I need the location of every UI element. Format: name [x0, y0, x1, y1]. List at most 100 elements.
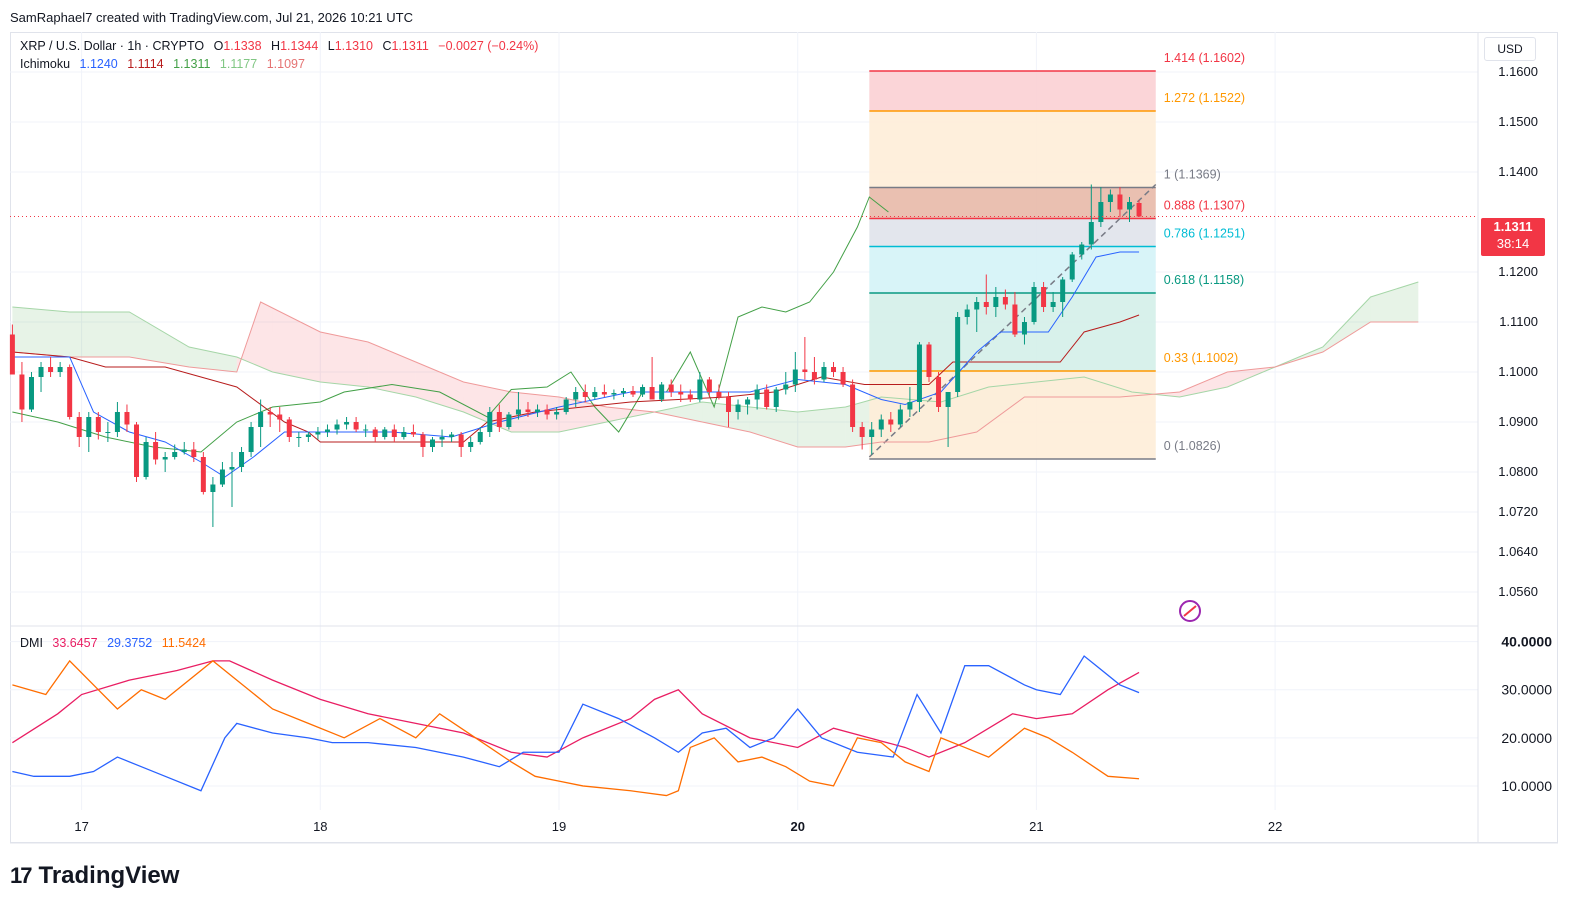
open-value: 1.1338 — [223, 39, 262, 53]
fib-trend-line — [868, 183, 1157, 458]
candle-body — [229, 467, 235, 470]
candle-body — [401, 432, 407, 437]
candle-body — [802, 369, 808, 372]
candle-body — [783, 384, 789, 390]
candle-body — [563, 399, 569, 412]
dmi-series-line — [12, 659, 1140, 797]
candle-body — [945, 392, 951, 407]
currency-button[interactable]: USD — [1484, 37, 1536, 61]
dmi-plus-value: 29.3752 — [107, 636, 153, 650]
ichimoku-lagging-value: 1.1311 — [173, 57, 211, 71]
candle-body — [9, 334, 15, 375]
candle-body — [506, 414, 512, 427]
candle-body — [1012, 304, 1018, 335]
candle-body — [191, 449, 197, 457]
replay-icon — [1179, 600, 1201, 622]
candle-body — [821, 367, 827, 380]
candle-body — [764, 389, 770, 407]
candle-body — [1107, 194, 1113, 202]
candle-body — [296, 437, 302, 438]
ichimoku-kijun-value: 1.1114 — [127, 57, 164, 71]
ichimoku-cloud-segment — [69, 312, 130, 357]
candle-body — [382, 429, 388, 437]
candle-body — [544, 409, 550, 415]
ichimoku-cloud-segment — [654, 402, 703, 422]
price-axis-label: 1.1400 — [1498, 164, 1538, 179]
candle-body — [964, 309, 970, 317]
dmi-axis-label: 10.0000 — [1501, 778, 1552, 794]
candle-body — [974, 302, 980, 310]
candle-body — [143, 442, 149, 477]
candle-body — [248, 427, 254, 452]
candle-body — [153, 442, 159, 460]
candle-body — [592, 392, 598, 397]
candle-body — [1041, 287, 1047, 307]
candle-body — [1050, 302, 1056, 307]
price-axis-label: 1.1200 — [1498, 264, 1538, 279]
candle-body — [640, 387, 646, 395]
price-axis-label: 1.0640 — [1498, 544, 1538, 559]
candle-body — [955, 317, 961, 392]
fib-level-label: 1.272 (1.1522) — [1164, 91, 1245, 105]
replay-icon-stroke — [1183, 605, 1197, 617]
ichimoku-cloud-segment — [1370, 282, 1419, 322]
ichimoku-cloud-segment — [320, 332, 369, 387]
dmi-axis-label: 40.0000 — [1501, 634, 1552, 650]
candle-body — [86, 417, 92, 437]
fib-level-label: 0.33 (1.1002) — [1164, 351, 1238, 365]
fib-zone — [869, 111, 1156, 188]
candle-body — [363, 429, 369, 431]
candle-body — [181, 449, 187, 452]
candle-body — [1126, 202, 1132, 210]
dmi-legend: DMI 33.6457 29.3752 11.5424 — [20, 636, 212, 650]
candle-body — [716, 392, 722, 397]
candle-body — [76, 417, 82, 437]
candle-body — [477, 432, 483, 442]
bar-countdown: 38:14 — [1496, 236, 1530, 251]
time-axis-label: 22 — [1268, 819, 1282, 834]
dmi-axis-label: 30.0000 — [1501, 682, 1552, 698]
close-label: C — [382, 39, 392, 53]
high-label: H — [271, 39, 281, 53]
dmi-series-line — [12, 660, 1140, 758]
candle-body — [697, 379, 703, 400]
tradingview-brand[interactable]: 17 TradingView — [10, 862, 179, 890]
high-value: 1.1344 — [280, 39, 319, 53]
ichimoku-label[interactable]: Ichimoku — [20, 57, 71, 71]
candle-body — [487, 412, 493, 432]
ichimoku-cloud-segment — [129, 312, 190, 367]
ichimoku-cloud-segment — [12, 307, 70, 357]
fib-zone — [869, 218, 1156, 247]
candle-body — [391, 429, 397, 437]
candle-body — [1117, 194, 1123, 210]
candle-body — [745, 399, 751, 405]
candle-body — [172, 452, 178, 457]
candle-body — [535, 409, 541, 412]
candle-body — [286, 419, 292, 437]
dmi-minus-value: 11.5424 — [161, 636, 207, 650]
candle-body — [1031, 287, 1037, 322]
ichimoku-cloud-segment — [272, 308, 321, 382]
fib-level-label: 0.786 (1.1251) — [1164, 227, 1245, 241]
price-axis-label: 1.1600 — [1498, 64, 1538, 79]
candle-body — [668, 384, 674, 392]
candle-body — [267, 412, 273, 415]
ichimoku-kijun-line — [12, 314, 1140, 443]
candle-body — [859, 427, 865, 437]
candle-body — [1088, 222, 1094, 245]
candle-body — [926, 344, 932, 377]
ichimoku-cloud-segment — [368, 342, 416, 397]
ichimoku-span-a-value: 1.1177 — [219, 57, 258, 71]
fib-level-label: 0.618 (1.1158) — [1164, 273, 1244, 287]
ichimoku-cloud-segment — [260, 302, 273, 372]
candle-body — [28, 377, 34, 410]
candle-body — [439, 437, 445, 440]
dmi-label[interactable]: DMI — [20, 636, 43, 650]
candle-body — [869, 429, 875, 437]
price-axis-label: 1.1500 — [1498, 114, 1538, 129]
ichimoku-cloud-segment — [189, 347, 237, 372]
symbol-title[interactable]: XRP / U.S. Dollar · 1h · CRYPTO — [20, 39, 205, 53]
time-axis-label: 17 — [74, 819, 88, 834]
candle-body — [1079, 244, 1085, 255]
